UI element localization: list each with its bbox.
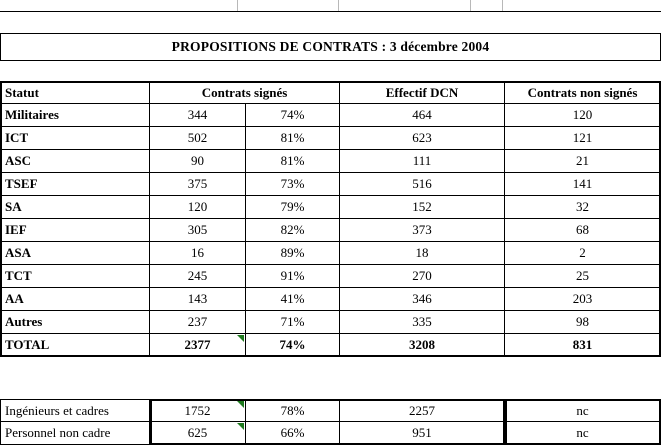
table-cell[interactable]: 623: [340, 127, 505, 150]
header-cell-statut[interactable]: Statut: [0, 81, 150, 104]
total-signed-cell[interactable]: 2377: [150, 334, 246, 357]
table-cell[interactable]: 335: [340, 311, 505, 334]
table-cell[interactable]: 21: [505, 150, 661, 173]
row-label-cell[interactable]: IEF: [0, 219, 150, 242]
table-cell[interactable]: 25: [505, 265, 661, 288]
table-cell[interactable]: 2: [505, 242, 661, 265]
table-cell[interactable]: 143: [150, 288, 246, 311]
table-cell[interactable]: 245: [150, 265, 246, 288]
table-cell[interactable]: 375: [150, 173, 246, 196]
table-cell[interactable]: 516: [340, 173, 505, 196]
table-cell[interactable]: 16: [150, 242, 246, 265]
table-cell[interactable]: 41%: [246, 288, 340, 311]
row-label-cell[interactable]: Militaires: [0, 104, 150, 127]
table-cell[interactable]: 98: [505, 311, 661, 334]
row-label-cell[interactable]: AA: [0, 288, 150, 311]
gridline: [470, 0, 471, 11]
gridline: [338, 0, 339, 11]
summary-unsigned-cell[interactable]: nc: [505, 399, 661, 422]
table-cell[interactable]: 68: [505, 219, 661, 242]
table-cell[interactable]: 111: [340, 150, 505, 173]
table-cell[interactable]: 373: [340, 219, 505, 242]
table-cell[interactable]: 120: [150, 196, 246, 219]
row-label-cell[interactable]: SA: [0, 196, 150, 219]
table-cell[interactable]: 305: [150, 219, 246, 242]
table-cell[interactable]: 91%: [246, 265, 340, 288]
summary-effectif-cell[interactable]: 951: [340, 422, 505, 445]
gridline: [237, 0, 238, 11]
table-cell[interactable]: 203: [505, 288, 661, 311]
table-cell[interactable]: 89%: [246, 242, 340, 265]
table-cell[interactable]: 344: [150, 104, 246, 127]
header-cell-contrats-non-signes[interactable]: Contrats non signés: [505, 81, 661, 104]
table-cell[interactable]: 270: [340, 265, 505, 288]
table-cell[interactable]: 18: [340, 242, 505, 265]
summary-pct-cell[interactable]: 66%: [246, 422, 340, 445]
table-cell[interactable]: 79%: [246, 196, 340, 219]
table-cell[interactable]: 120: [505, 104, 661, 127]
total-pct-cell[interactable]: 74%: [246, 334, 340, 357]
header-cell-contrats-signes[interactable]: Contrats signés: [150, 81, 340, 104]
table-cell[interactable]: 464: [340, 104, 505, 127]
summary-table: Ingénieurs et cadres 1752 78% 2257 nc Pe…: [0, 399, 661, 445]
summary-signed-cell[interactable]: 1752: [150, 399, 246, 422]
cell-indicator-icon: [237, 423, 244, 430]
table-cell[interactable]: 81%: [246, 127, 340, 150]
table-cell[interactable]: 90: [150, 150, 246, 173]
row-label-cell[interactable]: TSEF: [0, 173, 150, 196]
table-cell[interactable]: 82%: [246, 219, 340, 242]
row-label-cell[interactable]: Autres: [0, 311, 150, 334]
table-cell[interactable]: 502: [150, 127, 246, 150]
row-label-cell[interactable]: ASC: [0, 150, 150, 173]
table-cell[interactable]: 73%: [246, 173, 340, 196]
summary-unsigned-cell[interactable]: nc: [505, 422, 661, 445]
cell-indicator-icon: [237, 401, 244, 408]
summary-pct-cell[interactable]: 78%: [246, 399, 340, 422]
row-label-cell[interactable]: TCT: [0, 265, 150, 288]
top-grid-strip: [0, 0, 661, 12]
table-cell[interactable]: 141: [505, 173, 661, 196]
total-row-label-cell[interactable]: TOTAL: [0, 334, 150, 357]
table-cell[interactable]: 71%: [246, 311, 340, 334]
table-cell[interactable]: 121: [505, 127, 661, 150]
header-cell-effectif-dcn[interactable]: Effectif DCN: [340, 81, 505, 104]
cell-indicator-icon: [237, 335, 244, 342]
summary-signed-cell[interactable]: 625: [150, 422, 246, 445]
table-cell[interactable]: 237: [150, 311, 246, 334]
summary-row-label-cell[interactable]: Ingénieurs et cadres: [0, 399, 150, 422]
table-cell[interactable]: 74%: [246, 104, 340, 127]
table-cell[interactable]: 346: [340, 288, 505, 311]
total-unsigned-cell[interactable]: 831: [505, 334, 661, 357]
row-label-cell[interactable]: ICT: [0, 127, 150, 150]
summary-row-label-cell[interactable]: Personnel non cadre: [0, 422, 150, 445]
summary-effectif-cell[interactable]: 2257: [340, 399, 505, 422]
contracts-table: Statut Contrats signés Effectif DCN Cont…: [0, 81, 661, 357]
total-effectif-cell[interactable]: 3208: [340, 334, 505, 357]
table-cell[interactable]: 152: [340, 196, 505, 219]
row-label-cell[interactable]: ASA: [0, 242, 150, 265]
gridline: [502, 0, 503, 11]
table-cell[interactable]: 32: [505, 196, 661, 219]
table-cell[interactable]: 81%: [246, 150, 340, 173]
title-cell[interactable]: PROPOSITIONS DE CONTRATS : 3 décembre 20…: [0, 33, 661, 61]
